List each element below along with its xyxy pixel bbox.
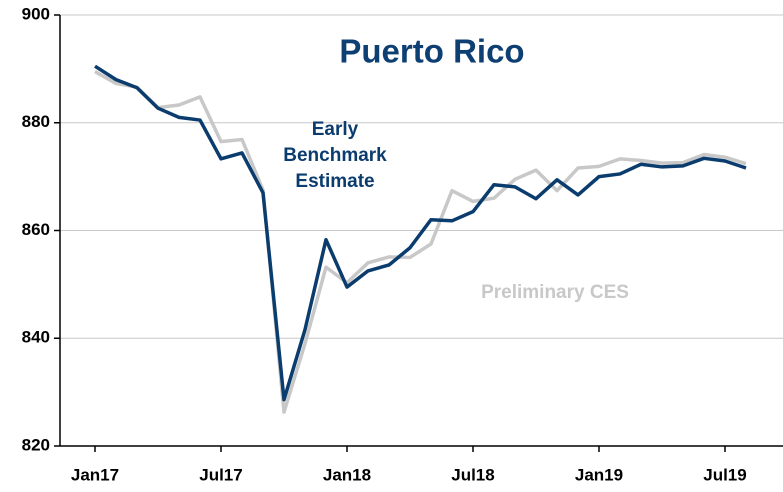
y-tick-label: 820 bbox=[22, 435, 50, 454]
series-annotation: Early Benchmark Estimate bbox=[283, 119, 387, 192]
x-tick-label: Jul17 bbox=[199, 465, 242, 484]
y-tick-label: 900 bbox=[22, 4, 50, 23]
x-tick-label: Jan18 bbox=[323, 465, 371, 484]
x-tick-label: Jan17 bbox=[71, 465, 119, 484]
series-annotation: Preliminary CES bbox=[481, 282, 629, 303]
x-tick-label: Jul19 bbox=[703, 465, 746, 484]
y-tick-label: 840 bbox=[22, 328, 50, 347]
chart-title: Puerto Rico bbox=[339, 33, 524, 70]
y-tick-label: 880 bbox=[22, 112, 50, 131]
series-line bbox=[94, 70, 747, 414]
y-tick-label: 860 bbox=[22, 220, 50, 239]
series-line bbox=[94, 64, 747, 402]
x-tick-label: Jul18 bbox=[451, 465, 494, 484]
x-tick-label: Jan19 bbox=[575, 465, 623, 484]
